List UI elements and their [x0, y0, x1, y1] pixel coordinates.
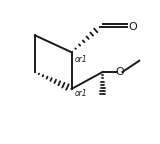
Text: O: O — [115, 67, 124, 77]
Text: or1: or1 — [74, 55, 87, 64]
Text: or1: or1 — [74, 89, 87, 98]
Text: O: O — [129, 22, 137, 32]
